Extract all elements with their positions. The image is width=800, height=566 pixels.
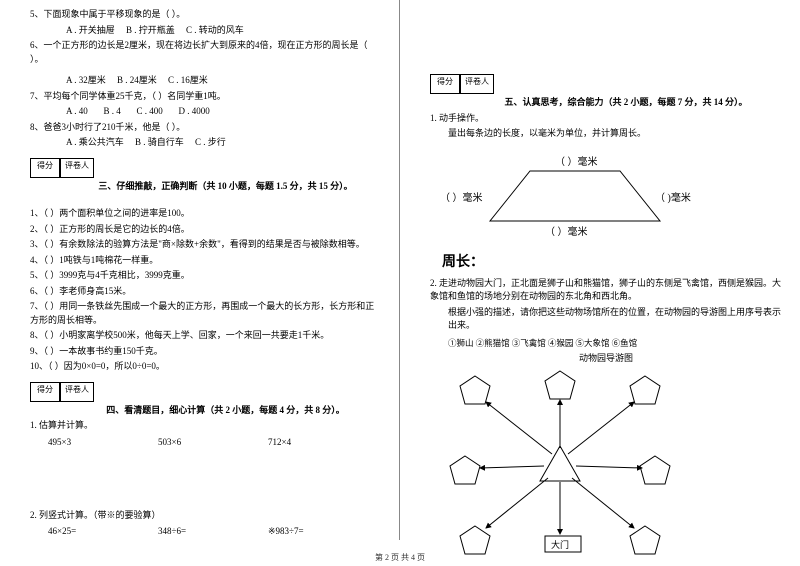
calc-2-title: 2. 列竖式计算。（带※的要验算）	[30, 509, 381, 523]
q8-opt-b: B . 骑自行车	[135, 137, 184, 147]
q7-opt-d: D . 4000	[179, 106, 210, 116]
calc-1-title: 1. 估算并计算。	[30, 419, 381, 433]
q5-opt-a: A . 开关抽屉	[66, 25, 115, 35]
calc-1a: 495×3	[48, 437, 158, 447]
problem-1-desc: 量出每条边的长度，以毫米为单位，并计算周长。	[430, 127, 782, 141]
judge-8: 8、（ ）小明家离学校500米，他每天上学、回家，一个来回一共要走1千米。	[30, 329, 381, 343]
q7-opt-c: C . 400	[137, 106, 163, 116]
section-5-title: 五、认真思考，综合能力（共 2 小题，每题 7 分，共 14 分）。	[430, 96, 782, 110]
zoo-legend: ①狮山 ②熊猫馆 ③飞禽馆 ④猴园 ⑤大象馆 ⑥鱼馆	[448, 337, 782, 349]
calc-2b: 348÷6=	[158, 526, 268, 537]
section-4-title: 四、看清题目，细心计算（共 2 小题，每题 4 分，共 8 分）。	[30, 404, 381, 418]
judge-9: 9、（ ）一本故事书约重150千克。	[30, 345, 381, 359]
question-5: 5、下面现象中属于平移现象的是（ ）。	[30, 8, 381, 22]
q5-opt-b: B . 拧开瓶盖	[126, 25, 175, 35]
q5-opt-c: C . 转动的风车	[186, 25, 244, 35]
question-8: 8、爸爸3小时行了210千米，他是（ ）。	[30, 121, 381, 135]
q6-opt-b: B . 24厘米	[117, 75, 157, 85]
judge-5: 5、（ ）3999克与4千克相比，3999克重。	[30, 269, 381, 283]
trapezoid-svg: （ ）毫米 （ ）毫米 （ )毫米 （ ）毫米	[430, 151, 710, 241]
diagram-title: 动物园导游图	[430, 351, 782, 364]
score-de-cell: 得分	[30, 158, 60, 178]
right-label: （ )毫米	[655, 191, 691, 204]
score-box-3: 得分 评卷人	[30, 158, 381, 178]
top-label: （ ）毫米	[555, 155, 598, 168]
judge-3: 3、（ ）有余数除法的验算方法是"商×除数+余数"，看得到的结果是否与被除数相等…	[30, 238, 381, 252]
calc-1b: 503×6	[158, 437, 268, 447]
left-label: （ ）毫米	[440, 191, 483, 204]
score-de-cell-5: 得分	[430, 74, 460, 94]
q7-opt-b: B . 4	[104, 106, 121, 116]
bottom-label: （ ）毫米	[545, 225, 588, 238]
q7-options: A . 40 B . 4 C . 400 D . 4000	[30, 105, 381, 119]
score-box-4: 得分 评卷人	[30, 382, 381, 402]
q6-options: A . 32厘米 B . 24厘米 C . 16厘米	[30, 74, 381, 88]
gate-label: 大门	[551, 539, 569, 550]
judge-2: 2、（ ）正方形的周长是它的边长的4倍。	[30, 223, 381, 237]
calc-2c: ※983÷7=	[268, 526, 378, 537]
calc-2-row: 46×25= 348÷6= ※983÷7=	[48, 526, 381, 537]
q8-options: A . 乘公共汽车 B . 骑自行车 C . 步行	[30, 136, 381, 150]
score-box-5: 得分 评卷人	[430, 74, 782, 94]
zoo-diagram: 大门	[430, 366, 782, 566]
problem-1-title: 1. 动手操作。	[430, 112, 782, 126]
page-footer: 第 2 页 共 4 页	[0, 552, 800, 563]
question-6: 6、一个正方形的边长是2厘米，现在将边长扩大到原来的4倍，现在正方形的周长是（ …	[30, 39, 381, 66]
score-ping-cell-5: 评卷人	[460, 74, 494, 94]
question-7: 7、平均每个同学体重25千克，（ ）名同学重1吨。	[30, 90, 381, 104]
score-ping-cell: 评卷人	[60, 158, 94, 178]
q8-opt-c: C . 步行	[195, 137, 226, 147]
score-de-cell-4: 得分	[30, 382, 60, 402]
perimeter-label: 周长：	[442, 251, 782, 271]
problem-2-desc1: 2. 走进动物园大门，正北面是狮子山和熊猫馆，狮子山的东侧是飞禽馆，西侧是猴园。…	[430, 277, 782, 304]
judge-4: 4、（ ）1吨铁与1吨棉花一样重。	[30, 254, 381, 268]
section-3-title: 三、仔细推敲，正确判断（共 10 小题，每题 1.5 分，共 15 分）。	[30, 180, 381, 194]
score-ping-cell-4: 评卷人	[60, 382, 94, 402]
q8-opt-a: A . 乘公共汽车	[66, 137, 124, 147]
q5-options: A . 开关抽屉 B . 拧开瓶盖 C . 转动的风车	[30, 24, 381, 38]
calc-1c: 712×4	[268, 437, 378, 447]
zoo-svg: 大门	[430, 366, 690, 566]
q7-opt-a: A . 40	[66, 106, 88, 116]
judge-10: 10、（ ）因为0×0=0，所以0÷0=0。	[30, 360, 381, 374]
judge-6: 6、（ ）李老师身高15米。	[30, 285, 381, 299]
problem-2-desc2: 根据小强的描述，请你把这些动物场馆所在的位置，在动物园的导游图上用序号表示出来。	[430, 306, 782, 333]
q6-opt-a: A . 32厘米	[66, 75, 106, 85]
calc-1-row: 495×3 503×6 712×4	[48, 437, 381, 447]
right-column: 得分 评卷人 五、认真思考，综合能力（共 2 小题，每题 7 分，共 14 分）…	[400, 0, 800, 540]
trapezoid-figure: （ ）毫米 （ ）毫米 （ )毫米 （ ）毫米	[430, 151, 782, 241]
q6-opt-c: C . 16厘米	[168, 75, 208, 85]
calc-2a: 46×25=	[48, 526, 158, 537]
left-column: 5、下面现象中属于平移现象的是（ ）。 A . 开关抽屉 B . 拧开瓶盖 C …	[0, 0, 400, 540]
judge-7: 7、（ ）用同一条铁丝先围成一个最大的正方形，再围成一个最大的长方形，长方形和正…	[30, 300, 381, 327]
judge-1: 1、（ ）两个面积单位之间的进率是100。	[30, 207, 381, 221]
